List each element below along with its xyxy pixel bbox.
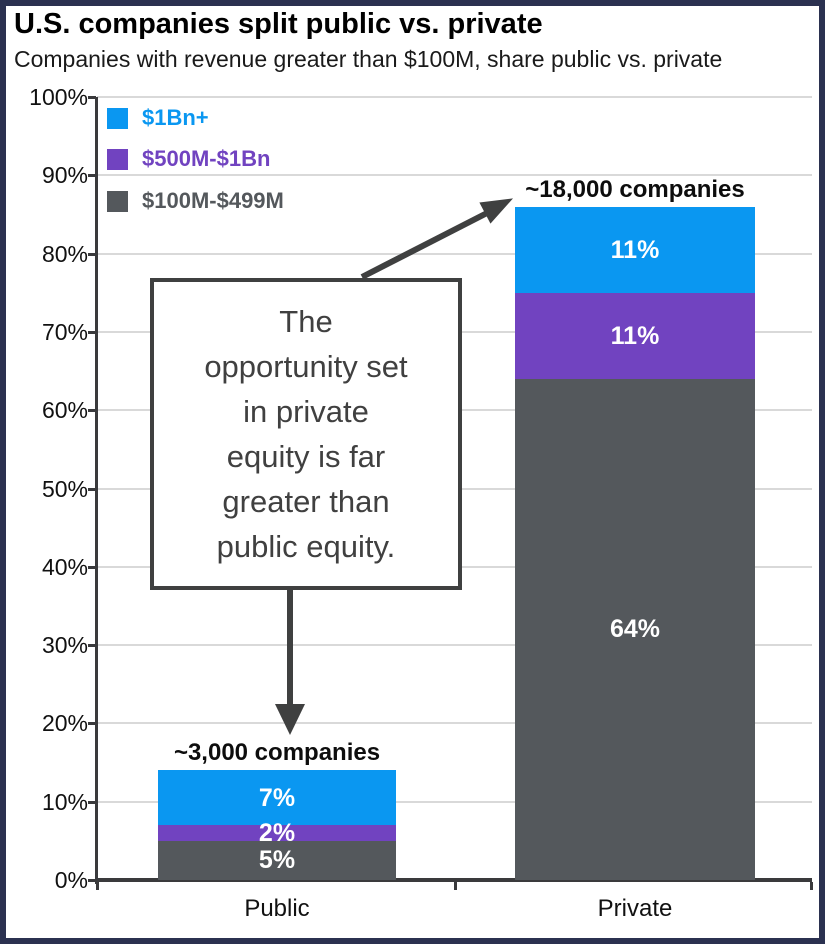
- bar-segment-private-2: [515, 292, 755, 379]
- y-tick-mark: [88, 330, 96, 334]
- y-tick-mark: [88, 722, 96, 726]
- legend-label: $1Bn+: [142, 105, 209, 130]
- bar-segment-label: 5%: [258, 846, 296, 875]
- y-tick-label: 50%: [41, 475, 88, 502]
- legend-swatch: [107, 107, 128, 129]
- legend-label: $100M-$499M: [142, 188, 284, 213]
- y-tick-mark: [88, 879, 96, 882]
- x-axis-line: [95, 878, 812, 882]
- y-tick-mark: [88, 800, 96, 804]
- legend-item: $1Bn+: [107, 105, 209, 131]
- y-tick-label: 60%: [41, 397, 88, 424]
- gridline: [97, 174, 812, 177]
- page-title: U.S. companies split public vs. private: [14, 8, 543, 40]
- gridline: [97, 96, 812, 98]
- y-tick-mark: [88, 644, 96, 648]
- annotation-line: equity is far: [226, 439, 386, 474]
- y-tick-label: 90%: [41, 162, 88, 189]
- annotation-line: in private: [243, 394, 369, 429]
- legend-label: $500M-$1Bn: [142, 146, 271, 171]
- y-tick-label: 40%: [41, 553, 88, 580]
- legend-item: $100M-$499M: [107, 188, 284, 214]
- y-axis-line: [95, 97, 98, 884]
- y-tick-label: 80%: [41, 240, 88, 267]
- gridline: [97, 722, 812, 725]
- y-tick-label: 100%: [29, 84, 88, 110]
- bar-count-label: ~3,000 companies: [173, 739, 381, 767]
- y-tick-mark: [88, 565, 96, 569]
- y-tick-label: 20%: [41, 710, 88, 737]
- gridline: [97, 644, 812, 647]
- bar-segment-public-1: [158, 770, 396, 826]
- x-axis-label-private: Private: [597, 895, 673, 922]
- y-tick-label: 0%: [54, 867, 88, 893]
- y-tick-mark: [88, 252, 96, 256]
- annotation-line: greater than: [222, 484, 390, 519]
- y-tick-label: 10%: [41, 788, 88, 815]
- legend-item: $500M-$1Bn: [107, 146, 270, 172]
- bar-segment-public-2: [158, 825, 396, 841]
- bar-segment-label: 64%: [609, 615, 661, 644]
- bar-segment-public-3: [158, 840, 396, 880]
- bar-segment-label: 11%: [610, 321, 660, 350]
- bar-segment-label: 11%: [610, 235, 660, 264]
- annotation-line: public equity.: [216, 529, 396, 564]
- gridline: [97, 800, 812, 803]
- bar-count-label: ~18,000 companies: [525, 175, 745, 203]
- y-tick-mark: [88, 409, 96, 413]
- legend-swatch: [107, 190, 128, 212]
- bar-segment-private-1: [515, 206, 755, 293]
- y-tick-mark: [88, 174, 96, 178]
- arrowhead-to-public-bar: [275, 704, 305, 735]
- bar-segment-label: 2%: [258, 819, 296, 848]
- y-tick-mark: [88, 96, 96, 99]
- bar-segment-private-3: [515, 378, 755, 880]
- x-axis-label-public: Public: [244, 895, 310, 922]
- annotation-text: The opportunity set in private equity is fa…: [204, 299, 407, 569]
- y-tick-label: 70%: [41, 318, 88, 345]
- bar-segment-label: 7%: [258, 783, 296, 812]
- annotation-box: The opportunity set in private equity is fa…: [150, 278, 462, 590]
- arrow-to-private-bar: [360, 209, 491, 280]
- y-tick-label: 30%: [41, 632, 88, 659]
- x-tick-mark: [454, 882, 457, 890]
- x-tick-mark: [96, 882, 99, 890]
- y-tick-mark: [88, 487, 96, 491]
- arrowhead-to-private-bar: [479, 198, 514, 224]
- page-subtitle: Companies with revenue greater than $100…: [14, 46, 723, 72]
- legend-swatch: [107, 148, 128, 170]
- annotation-line: opportunity set: [204, 349, 408, 384]
- x-tick-mark: [810, 882, 813, 890]
- annotation-line: The: [279, 304, 333, 339]
